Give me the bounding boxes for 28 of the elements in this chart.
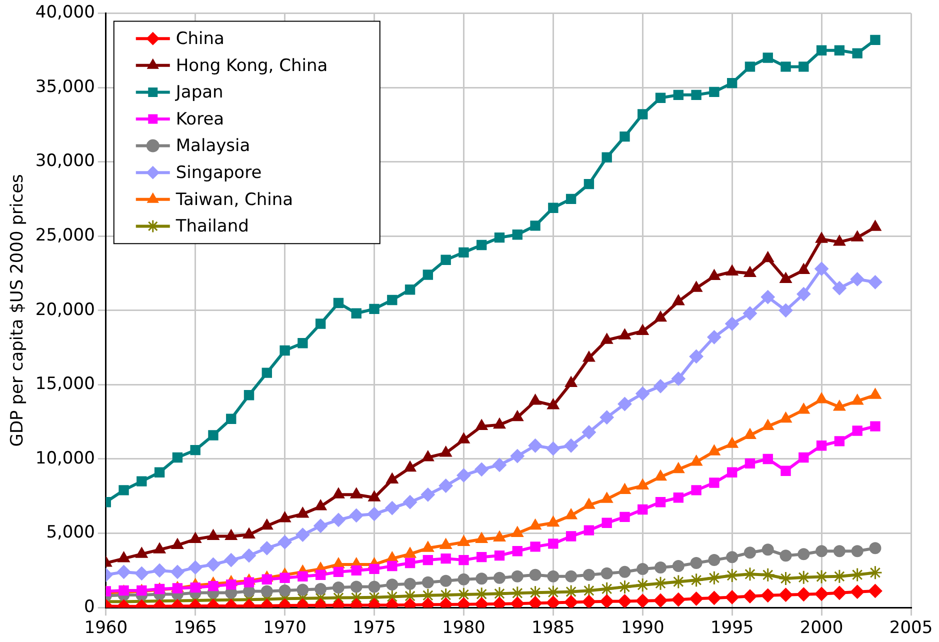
x-tick-label: 1995 <box>710 618 754 638</box>
legend-label: Hong Kong, China <box>176 56 328 76</box>
x-tick-label: 1960 <box>84 618 128 638</box>
y-tick-label: 30,000 <box>35 151 95 172</box>
legend-label: Thailand <box>174 216 249 237</box>
legend-label: Taiwan, China <box>174 190 294 210</box>
x-tick-label: 1990 <box>620 618 664 638</box>
legend-label: China <box>176 29 224 50</box>
y-axis-title: GDP per capita $US 2000 prices <box>8 174 28 447</box>
x-tick-label: 1970 <box>263 618 306 638</box>
x-tick-label: 1975 <box>352 618 396 638</box>
y-tick-label: 20,000 <box>35 300 95 320</box>
legend-label: Malaysia <box>176 136 250 156</box>
x-tick-label: 1980 <box>442 618 486 638</box>
y-tick-label: 40,000 <box>35 2 95 23</box>
legend-label: Singapore <box>176 163 262 184</box>
y-tick-label: 25,000 <box>35 226 95 246</box>
y-tick-label: 35,000 <box>35 76 95 97</box>
legend-label: Korea <box>176 109 224 130</box>
y-tick-label: 15,000 <box>35 374 95 394</box>
x-tick-label: 1985 <box>532 618 575 638</box>
y-tick-label: 10,000 <box>35 448 95 468</box>
x-tick-label: 1965 <box>174 618 217 638</box>
x-tick-label: 2005 <box>889 618 933 638</box>
legend-label: Japan <box>174 82 224 103</box>
x-tick-label: 2000 <box>800 618 844 638</box>
y-tick-label: 0 <box>84 597 95 618</box>
y-tick-label: 5,000 <box>46 522 95 543</box>
